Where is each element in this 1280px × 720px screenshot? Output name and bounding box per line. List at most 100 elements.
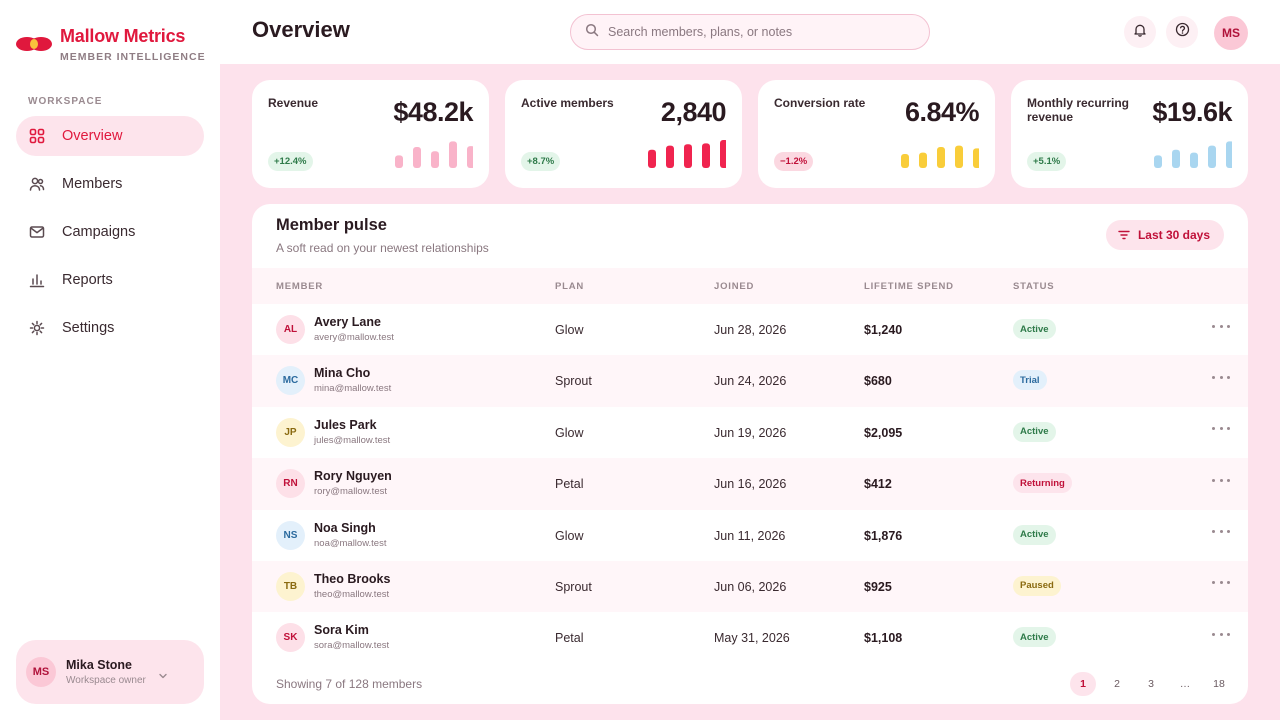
metric-value: 6.84% — [904, 97, 980, 127]
sparkline-bar — [413, 147, 421, 168]
page-title: Overview — [252, 17, 350, 42]
page-button[interactable]: 18 — [1213, 678, 1225, 690]
avatar[interactable]: MS — [1214, 16, 1248, 50]
column-header-spend[interactable]: LIFETIME SPEND — [864, 281, 954, 292]
status-badge: Trial — [1013, 370, 1047, 391]
page-ellipsis: … — [1179, 678, 1191, 690]
column-header-member[interactable]: MEMBER — [276, 281, 324, 292]
card-subtitle: A soft read on your newest relationships — [276, 241, 489, 255]
status-badge: Active — [1013, 319, 1056, 339]
table-row[interactable]: JP Jules Park jules@mallow.test Glow Jun… — [252, 407, 1248, 458]
date-filter-label: Last 30 days — [1137, 228, 1210, 242]
more-options-icon[interactable] — [1212, 578, 1230, 588]
sidebar-item-reports[interactable]: Reports — [16, 260, 204, 300]
table-row[interactable]: SK Sora Kim sora@mallow.test Petal May 3… — [252, 612, 1248, 663]
page-button[interactable]: 2 — [1114, 678, 1120, 690]
more-options-icon[interactable] — [1212, 629, 1230, 639]
sidebar-item-label: Reports — [62, 272, 113, 288]
member-spend: $680 — [864, 374, 892, 389]
table-row[interactable]: AL Avery Lane avery@mallow.test Glow Jun… — [252, 304, 1248, 355]
member-joined: Jun 16, 2026 — [714, 477, 787, 492]
member-joined: Jun 11, 2026 — [714, 528, 786, 543]
member-email: jules@mallow.test — [314, 434, 391, 446]
brand-name: Mallow Metrics — [60, 26, 186, 46]
metric-label: Conversion rate — [774, 96, 866, 110]
search-bar[interactable] — [570, 14, 930, 50]
member-name[interactable]: Mina Cho — [314, 366, 371, 381]
brand[interactable]: Mallow Metrics MEMBER INTELLIGENCE — [16, 26, 206, 63]
sidebar-item-label: Campaigns — [62, 224, 136, 240]
status-badge: Active — [1013, 421, 1056, 442]
member-avatar: AL — [276, 315, 305, 344]
table-row[interactable]: TB Theo Brooks theo@mallow.test Sprout J… — [252, 560, 1248, 613]
more-options-icon[interactable] — [1212, 321, 1230, 331]
column-header-joined[interactable]: JOINED — [714, 281, 755, 292]
sparkline-bar — [666, 145, 674, 168]
metric-delta-badge: +8.7% — [521, 152, 561, 171]
notifications-button[interactable] — [1124, 16, 1156, 48]
table-row[interactable]: NS Noa Singh noa@mallow.test Glow Jun 11… — [252, 510, 1248, 561]
status-badge: Active — [1013, 524, 1056, 545]
sparkline-bar — [395, 155, 403, 168]
member-spend: $1,240 — [864, 323, 903, 337]
help-button[interactable] — [1166, 16, 1198, 48]
sidebar: Mallow Metrics MEMBER INTELLIGENCE WORKS… — [0, 0, 220, 720]
member-name[interactable]: Rory Nguyen — [314, 469, 392, 484]
member-email: avery@mallow.test — [314, 332, 394, 343]
bell-icon — [1133, 23, 1147, 42]
member-avatar: SK — [276, 623, 305, 653]
member-pulse-card: Member pulse A soft read on your newest … — [252, 204, 1248, 704]
more-options-icon[interactable] — [1212, 475, 1230, 485]
member-plan: Petal — [555, 631, 584, 646]
date-filter-button[interactable]: Last 30 days — [1105, 220, 1224, 250]
pagination: 1 2 3 … 18 — [1062, 672, 1232, 696]
sparkline-bar — [702, 143, 710, 168]
sparkline-bars — [395, 141, 473, 168]
sidebar-nav: Overview Members Campaigns Reports Setti… — [16, 116, 204, 356]
table-row[interactable]: RN Rory Nguyen rory@mallow.test Petal Ju… — [252, 458, 1248, 510]
sidebar-item-overview[interactable]: Overview — [16, 116, 204, 156]
metric-value: 2,840 — [660, 97, 727, 127]
sparkline-bar — [1190, 152, 1198, 168]
chevron-down-icon[interactable] — [158, 667, 168, 685]
member-email: theo@mallow.test — [314, 588, 390, 600]
member-plan: Sprout — [555, 374, 592, 389]
workspace-section-label: WORKSPACE — [28, 96, 103, 107]
help-icon — [1175, 22, 1190, 42]
member-name[interactable]: Theo Brooks — [314, 571, 391, 586]
user-card[interactable]: MS Mika Stone Workspace owner — [16, 640, 204, 704]
sparkline-bar — [1172, 149, 1180, 168]
status-badge: Returning — [1013, 473, 1072, 494]
member-plan: Glow — [555, 528, 584, 543]
column-header-status[interactable]: STATUS — [1013, 281, 1055, 292]
sparkline-bar — [919, 152, 927, 168]
page-button[interactable]: 1 — [1070, 672, 1096, 696]
sidebar-item-campaigns[interactable]: Campaigns — [16, 212, 204, 252]
member-joined: Jun 28, 2026 — [714, 323, 787, 337]
search-input[interactable] — [608, 25, 908, 39]
member-avatar: TB — [276, 571, 305, 601]
member-name[interactable]: Noa Singh — [314, 520, 376, 535]
sidebar-item-members[interactable]: Members — [16, 164, 204, 204]
member-name[interactable]: Sora Kim — [314, 623, 369, 638]
table-body: AL Avery Lane avery@mallow.test Glow Jun… — [252, 304, 1248, 664]
more-options-icon[interactable] — [1212, 424, 1230, 434]
sparkline-bars — [1154, 141, 1232, 168]
gear-icon — [29, 320, 45, 336]
search-icon — [585, 23, 599, 42]
card-title: Member pulse — [276, 216, 387, 234]
column-header-plan[interactable]: PLAN — [555, 281, 585, 292]
status-badge: Paused — [1013, 575, 1061, 596]
sidebar-item-settings[interactable]: Settings — [16, 308, 204, 348]
member-name[interactable]: Jules Park — [314, 417, 377, 432]
page-button[interactable]: 3 — [1148, 678, 1154, 690]
sparkline-bar — [467, 146, 473, 168]
table-row[interactable]: MC Mina Cho mina@mallow.test Sprout Jun … — [252, 355, 1248, 407]
sparkline-bar — [1208, 145, 1216, 168]
metric-card-conversion-rate: Conversion rate 6.84% −1.2% — [758, 80, 995, 188]
member-name[interactable]: Avery Lane — [314, 315, 381, 329]
more-options-icon[interactable] — [1212, 527, 1230, 537]
member-spend: $1,876 — [864, 528, 903, 543]
table-header: MEMBER PLAN JOINED LIFETIME SPEND STATUS — [252, 268, 1248, 304]
more-options-icon[interactable] — [1212, 372, 1230, 382]
